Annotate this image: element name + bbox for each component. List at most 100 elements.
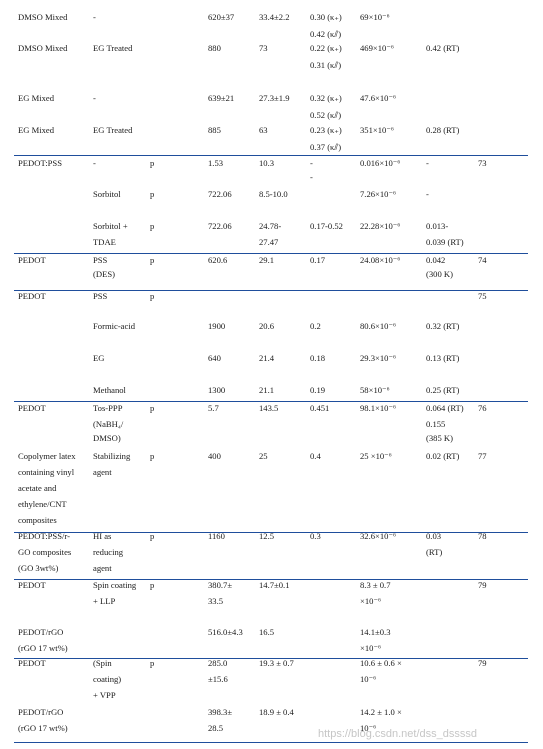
material-cell: PEDOT (18, 291, 46, 301)
power-factor-cell: 47.6×10⁻⁶ (360, 93, 397, 103)
material-cell: PEDOT/rGO (18, 627, 64, 637)
treatment-cell: TDAE (93, 237, 116, 247)
conductivity-cell: 1900 (208, 321, 226, 331)
seebeck-cell: 24.78- (259, 221, 282, 231)
zt-cell: 0.28 (RT) (426, 125, 460, 135)
material-cell: EG Mixed (18, 125, 55, 135)
thermal-conductivity-cell: 0.19 (310, 385, 326, 395)
thermal-conductivity-cell: 0.4 (310, 451, 321, 461)
material-cell: PEDOT (18, 255, 46, 265)
thermal-conductivity-cell: 0.3 (310, 531, 321, 541)
thermal-conductivity-cell: 0.31 (κ⫽) (310, 60, 342, 70)
treatment-cell: EG (93, 353, 105, 363)
zt-cell: 0.155 (426, 419, 446, 429)
conductivity-cell: 722.06 (208, 221, 232, 231)
zt-cell: - (426, 158, 429, 168)
thermal-conductivity-cell: - (310, 158, 313, 168)
material-cell: (rGO 17 wt%) (18, 723, 68, 733)
material-cell: Copolymer latex (18, 451, 76, 461)
power-factor-cell: ×10⁻⁶ (360, 643, 381, 653)
seebeck-cell: 25 (259, 451, 268, 461)
power-factor-cell: 8.3 ± 0.7 (360, 580, 391, 590)
conductivity-cell: 639±21 (208, 93, 235, 103)
seebeck-cell: 33.4±2.2 (259, 12, 290, 22)
zt-cell: (RT) (426, 547, 443, 557)
treatment-cell: Sorbitol (93, 189, 121, 199)
conductivity-cell: 33.5 (208, 596, 224, 606)
power-factor-cell: 69×10⁻⁶ (360, 12, 390, 22)
zt-cell: 0.42 (RT) (426, 43, 460, 53)
treatment-cell: PSS (93, 291, 108, 301)
reference-cell: 78 (478, 531, 487, 541)
material-cell: PEDOT (18, 403, 46, 413)
power-factor-cell: ×10⁻⁶ (360, 596, 381, 606)
power-factor-cell: 14.1±0.3 (360, 627, 391, 637)
seebeck-cell: 21.1 (259, 385, 275, 395)
power-factor-cell: 98.1×10⁻⁶ (360, 403, 397, 413)
power-factor-cell: 10⁻⁶ (360, 723, 377, 733)
treatment-cell: + VPP (93, 690, 116, 700)
type-cell: p (150, 531, 155, 541)
zt-cell: 0.25 (RT) (426, 385, 460, 395)
treatment-cell: HI as (93, 531, 112, 541)
material-cell: composites (18, 515, 57, 525)
treatment-cell: Formic-acid (93, 321, 135, 331)
row-divider (14, 290, 528, 291)
conductivity-cell: 1.53 (208, 158, 224, 168)
thermal-conductivity-cell: 0.17 (310, 255, 326, 265)
treatment-cell: reducing (93, 547, 124, 557)
material-cell: PEDOT:PSS/r- (18, 531, 70, 541)
thermal-conductivity-cell: 0.32 (κ₊) (310, 93, 342, 103)
seebeck-cell: 10.3 (259, 158, 275, 168)
material-cell: PEDOT:PSS (18, 158, 62, 168)
treatment-cell: - (93, 158, 96, 168)
conductivity-cell: 640 (208, 353, 221, 363)
conductivity-cell: 5.7 (208, 403, 219, 413)
conductivity-cell: ±15.6 (208, 674, 228, 684)
material-cell: PEDOT (18, 580, 46, 590)
material-cell: containing vinyl (18, 467, 75, 477)
material-cell: DMSO Mixed (18, 12, 68, 22)
treatment-cell: (Spin (93, 658, 112, 668)
zt-cell: 0.32 (RT) (426, 321, 460, 331)
row-divider (14, 742, 528, 743)
conductivity-cell: 880 (208, 43, 221, 53)
seebeck-cell: 14.7±0.1 (259, 580, 290, 590)
seebeck-cell: 29.1 (259, 255, 275, 265)
zt-cell: (385 K) (426, 433, 453, 443)
power-factor-cell: 10⁻⁶ (360, 674, 377, 684)
treatment-cell: Methanol (93, 385, 126, 395)
power-factor-cell: 22.28×10⁻⁶ (360, 221, 401, 231)
power-factor-cell: 0.016×10⁻⁶ (360, 158, 401, 168)
material-cell: (rGO 17 wt%) (18, 643, 68, 653)
type-cell: p (150, 451, 155, 461)
type-cell: p (150, 255, 155, 265)
seebeck-cell: 19.3 ± 0.7 (259, 658, 294, 668)
thermal-conductivity-cell: - (310, 172, 313, 182)
row-divider (14, 658, 528, 659)
conductivity-cell: 620.6 (208, 255, 228, 265)
seebeck-cell: 143.5 (259, 403, 279, 413)
zt-cell: 0.03 (426, 531, 442, 541)
power-factor-cell: 25 ×10⁻⁶ (360, 451, 392, 461)
row-divider (14, 253, 528, 254)
row-divider (14, 155, 528, 156)
thermal-conductivity-cell: 0.52 (κ⫽) (310, 110, 342, 120)
thermal-conductivity-cell: 0.451 (310, 403, 330, 413)
thermal-conductivity-cell: 0.2 (310, 321, 321, 331)
conductivity-cell: 400 (208, 451, 221, 461)
zt-cell: 0.013- (426, 221, 449, 231)
treatment-cell: Sorbitol + (93, 221, 128, 231)
power-factor-cell: 10.6 ± 0.6 × (360, 658, 402, 668)
thermal-conductivity-cell: 0.18 (310, 353, 326, 363)
conductivity-cell: 28.5 (208, 723, 224, 733)
treatment-cell: DMSO) (93, 433, 121, 443)
treatment-cell: EG Treated (93, 43, 133, 53)
seebeck-cell: 27.3±1.9 (259, 93, 290, 103)
type-cell: p (150, 291, 155, 301)
power-factor-cell: 80.6×10⁻⁶ (360, 321, 397, 331)
conductivity-cell: 398.3± (208, 707, 233, 717)
conductivity-cell: 885 (208, 125, 221, 135)
material-cell: EG Mixed (18, 93, 55, 103)
conductivity-cell: 620±37 (208, 12, 235, 22)
